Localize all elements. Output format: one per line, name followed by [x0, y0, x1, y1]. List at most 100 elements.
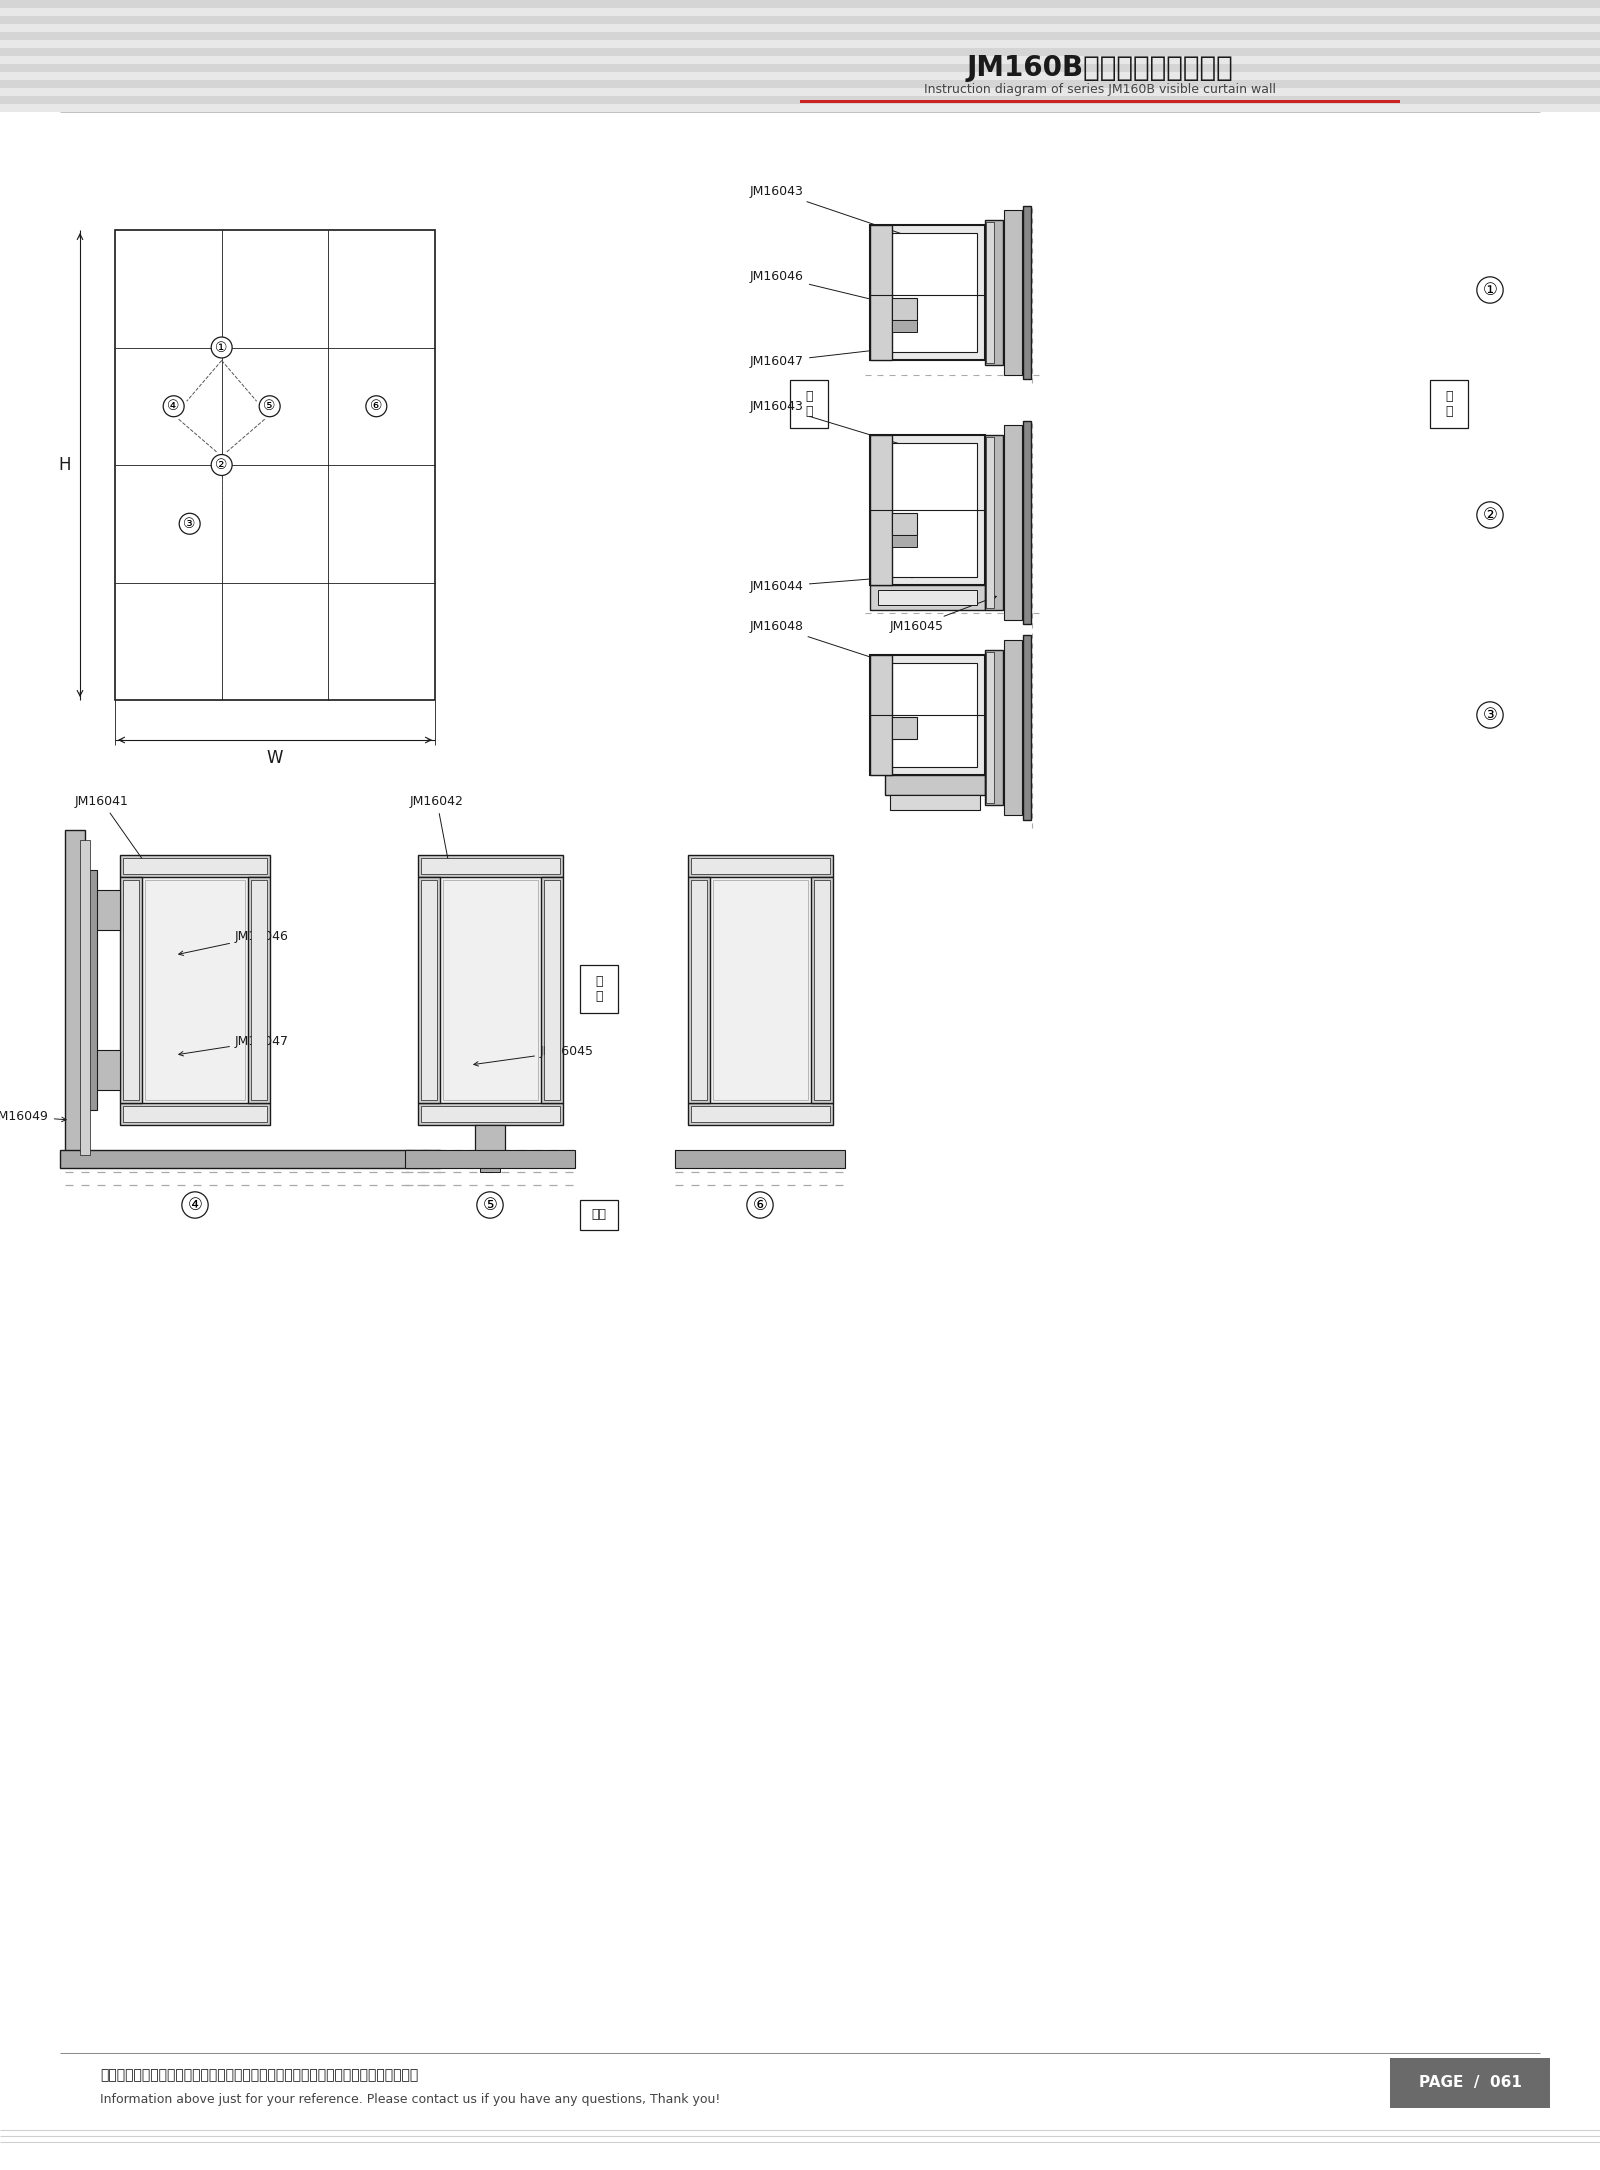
Bar: [0, 56, 1600, 63]
Bar: [1022, 636, 1030, 820]
Text: ①: ①: [216, 341, 227, 354]
Text: ③: ③: [184, 516, 195, 532]
Bar: [811, 877, 834, 1102]
Bar: [123, 881, 139, 1100]
Bar: [541, 877, 563, 1102]
Text: Information above just for your reference. Please contact us if you have any que: Information above just for your referenc…: [99, 2094, 720, 2107]
Bar: [418, 855, 563, 877]
Bar: [70, 844, 88, 1135]
Text: Instruction diagram of series JM160B visible curtain wall: Instruction diagram of series JM160B vis…: [925, 82, 1277, 95]
Text: JM16047: JM16047: [179, 1035, 290, 1057]
Bar: [688, 855, 834, 877]
Text: ⑥: ⑥: [370, 399, 382, 412]
Bar: [0, 9, 1600, 15]
Text: JM16042: JM16042: [410, 794, 464, 866]
Bar: [0, 89, 1600, 95]
Bar: [893, 716, 917, 740]
Bar: [790, 380, 829, 427]
Bar: [443, 881, 538, 1100]
Text: ②: ②: [216, 458, 227, 473]
Text: JM16043: JM16043: [750, 184, 917, 239]
Bar: [0, 24, 1600, 33]
Bar: [405, 1150, 574, 1167]
Text: H: H: [59, 456, 72, 473]
Text: ④: ④: [168, 399, 179, 412]
Bar: [94, 1050, 120, 1089]
Bar: [251, 881, 267, 1100]
Bar: [1390, 2057, 1550, 2107]
Bar: [120, 1102, 270, 1124]
Text: ③: ③: [1483, 705, 1498, 725]
Text: PAGE  /  061: PAGE / 061: [1419, 2075, 1522, 2090]
Bar: [0, 48, 1600, 56]
Bar: [0, 95, 1600, 104]
Bar: [66, 829, 85, 1161]
Bar: [691, 1107, 830, 1122]
Bar: [115, 230, 435, 701]
Bar: [418, 1102, 563, 1124]
Bar: [1022, 421, 1030, 625]
Text: JM16044: JM16044: [750, 573, 917, 592]
Bar: [94, 890, 120, 931]
Bar: [123, 1107, 267, 1122]
Bar: [878, 664, 978, 766]
Text: JM16048: JM16048: [750, 621, 906, 671]
Bar: [0, 39, 1600, 48]
Text: JM16045: JM16045: [474, 1046, 594, 1065]
Bar: [870, 434, 893, 586]
Text: W: W: [267, 749, 283, 766]
Bar: [544, 881, 560, 1100]
Bar: [1005, 640, 1022, 816]
Bar: [248, 877, 270, 1102]
Bar: [986, 436, 994, 608]
Bar: [440, 877, 541, 1102]
Bar: [688, 877, 710, 1102]
Text: ①: ①: [1483, 280, 1498, 299]
Bar: [0, 72, 1600, 80]
Text: 室
内: 室 内: [805, 391, 813, 419]
Bar: [0, 104, 1600, 113]
Bar: [986, 221, 994, 362]
Text: 室
内: 室 内: [595, 974, 603, 1003]
Bar: [878, 232, 978, 352]
Bar: [418, 877, 440, 1102]
Bar: [878, 443, 978, 577]
Text: JM16047: JM16047: [750, 343, 917, 369]
Text: ⑥: ⑥: [752, 1196, 768, 1213]
Bar: [893, 319, 917, 332]
Bar: [870, 226, 893, 360]
Bar: [986, 219, 1003, 365]
Bar: [986, 434, 1003, 610]
Text: JM16041: JM16041: [75, 794, 147, 866]
Bar: [579, 966, 618, 1013]
Text: JM16046: JM16046: [179, 931, 290, 955]
Bar: [0, 80, 1600, 89]
Bar: [421, 881, 437, 1100]
Bar: [61, 1150, 440, 1167]
Bar: [800, 100, 1400, 102]
Bar: [1430, 380, 1469, 427]
Bar: [893, 297, 917, 319]
Bar: [0, 63, 1600, 72]
Text: ④: ④: [187, 1196, 203, 1213]
Bar: [120, 855, 270, 877]
Bar: [688, 1102, 834, 1124]
Bar: [986, 651, 1003, 805]
Text: JM16045: JM16045: [890, 597, 997, 634]
Text: JM16049: JM16049: [0, 1111, 66, 1124]
Text: 图中所示型材截面、装配、编号、尺寸及重量仅供参考。如有疑问，请向本公司查询。: 图中所示型材截面、装配、编号、尺寸及重量仅供参考。如有疑问，请向本公司查询。: [99, 2068, 418, 2081]
Text: ⑤: ⑤: [483, 1196, 498, 1213]
Bar: [146, 881, 245, 1100]
Bar: [579, 1200, 618, 1230]
Bar: [421, 1107, 560, 1122]
Bar: [80, 840, 90, 1154]
Text: JM16046: JM16046: [750, 269, 891, 306]
Bar: [885, 775, 986, 794]
Bar: [878, 590, 978, 605]
Bar: [893, 536, 917, 547]
Bar: [710, 877, 811, 1102]
Bar: [123, 857, 267, 875]
Bar: [480, 1161, 499, 1172]
Bar: [120, 877, 142, 1102]
Bar: [421, 857, 560, 875]
